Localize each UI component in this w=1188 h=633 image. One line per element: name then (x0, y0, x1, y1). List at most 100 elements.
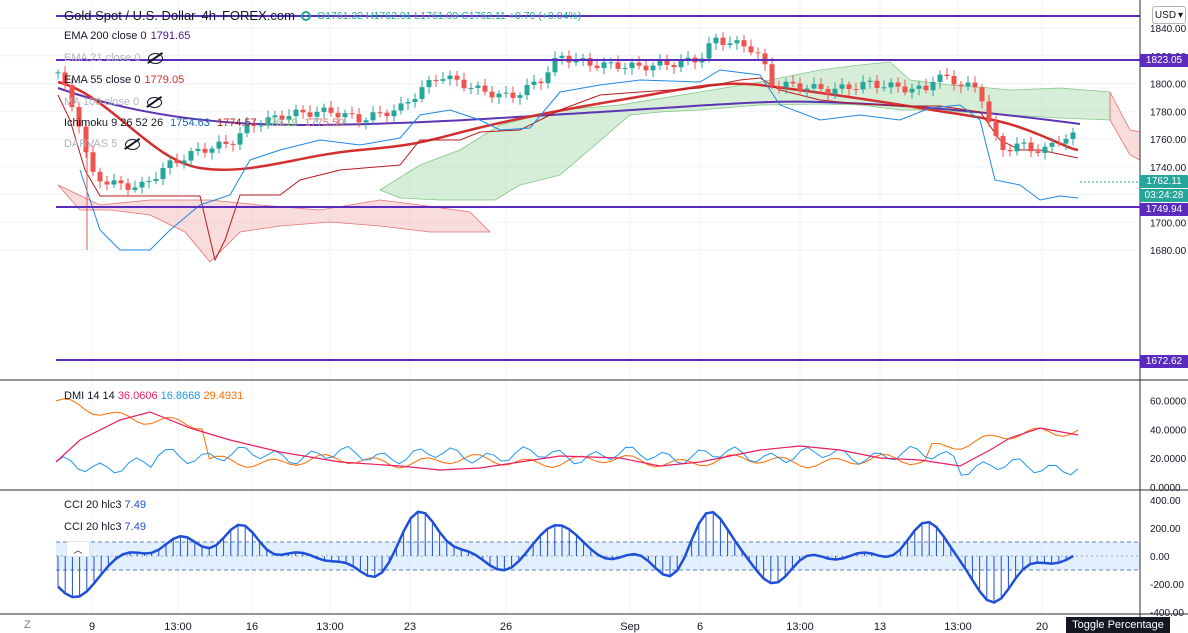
candle (545, 66, 551, 89)
price-tick-label: 1700.00 (1150, 218, 1187, 229)
price-tick-label: 1840.00 (1150, 24, 1187, 35)
candle (76, 103, 82, 134)
candle (300, 105, 306, 119)
current-price-tag: 1762.11 (1140, 175, 1188, 188)
indicator-legend-ema55[interactable]: EMA 55 close 0 1779.05 (64, 74, 185, 86)
dmi-minus-line (55, 398, 1079, 469)
kumo-cloud-bearish (1109, 91, 1141, 161)
candle (1056, 135, 1062, 147)
candle (293, 104, 299, 123)
candle (629, 58, 635, 75)
candle (979, 84, 985, 109)
time-tick-label: 13:00 (786, 621, 814, 633)
candle (475, 81, 481, 95)
symbol-header: Gold Spot / U.S. Dollar 4h FOREX.com O17… (64, 8, 581, 23)
candle (132, 180, 138, 193)
time-tick-label: 13:00 (316, 621, 344, 633)
candle (307, 105, 313, 121)
time-tick-label: 9 (89, 621, 95, 633)
candle (783, 77, 789, 95)
candle (909, 83, 915, 99)
candle (895, 77, 901, 93)
dmi-minus-value: 29.4931 (203, 390, 244, 402)
indicator-legend-ma100[interactable]: MA 100 close 0 (64, 96, 166, 108)
indicator-legend-ema21[interactable]: EMA 21 close 0 (64, 52, 167, 64)
candle (1063, 134, 1069, 151)
candle (349, 106, 355, 119)
dmi-tick-label: 0.0000 (1150, 483, 1181, 494)
candle (83, 120, 89, 158)
candle (972, 76, 978, 93)
candle (902, 79, 908, 96)
ohlc-values: O1761.32 H1762.91 L1761.09 C1762.11 +0.7… (316, 9, 582, 22)
hidden-eye-icon[interactable] (148, 52, 164, 64)
candle (356, 107, 362, 128)
time-tick-label: Sep (620, 621, 640, 633)
dmi-plus-line (55, 445, 1079, 476)
time-tick-label: 26 (500, 621, 512, 633)
candle (167, 156, 173, 175)
cci-legend-1[interactable]: CCI 20 hlc3 7.49 (64, 499, 146, 511)
candle (139, 176, 145, 194)
indicator-legend-ichimoku[interactable]: Ichimoku 9 26 52 26 1754.63 1774.57 176.… (64, 117, 345, 129)
candle (251, 120, 257, 133)
candle (937, 70, 943, 89)
candle (384, 109, 390, 124)
candle (958, 80, 964, 94)
candle (230, 140, 236, 152)
candle (125, 178, 131, 197)
collapse-chevron-icon[interactable]: ︿ (66, 541, 90, 557)
candle (769, 57, 775, 90)
candle (328, 100, 334, 117)
candle (636, 55, 642, 70)
candle (174, 153, 180, 168)
cci-legend-2[interactable]: CCI 20 hlc3 7.49 (64, 521, 146, 533)
candle (1000, 132, 1006, 157)
candle (216, 135, 222, 154)
hidden-eye-icon[interactable] (147, 96, 163, 108)
symbol-name[interactable]: Gold Spot / U.S. Dollar (64, 8, 196, 23)
candle (790, 74, 796, 88)
candle (370, 105, 376, 126)
dmi-legend[interactable]: DMI 14 14 36.0606 16.8668 29.4931 (64, 390, 244, 402)
interval-label[interactable]: 4h (201, 8, 216, 23)
candle (720, 32, 726, 51)
candle (1021, 138, 1027, 151)
candle (559, 51, 565, 65)
market-status-icon (300, 10, 311, 21)
candle (181, 154, 187, 169)
candle (531, 75, 537, 90)
candle (951, 70, 957, 91)
candle (923, 78, 929, 94)
currency-selector[interactable]: USD ▾ (1152, 6, 1186, 24)
candle (104, 175, 110, 191)
candle (391, 104, 397, 122)
candle (286, 109, 292, 123)
candle (622, 62, 628, 75)
candle (454, 71, 460, 87)
zoom-label[interactable]: Z (24, 619, 31, 631)
candle (440, 72, 446, 84)
candle (797, 77, 803, 96)
candle (188, 147, 194, 168)
candle (741, 35, 747, 53)
level-tag-1672: 1672.62 (1140, 355, 1188, 368)
candle (1014, 136, 1020, 156)
cci-tick-label: 0.00 (1150, 552, 1170, 563)
candle (1007, 143, 1013, 157)
time-tick-label: 13:00 (164, 621, 192, 633)
toggle-percentage-button[interactable]: Toggle Percentage (1066, 617, 1170, 633)
cci-tick-label: -200.00 (1150, 580, 1184, 591)
hidden-eye-icon[interactable] (125, 138, 141, 150)
candle (55, 69, 61, 80)
indicator-legend-ema200[interactable]: EMA 200 close 0 1791.65 (64, 30, 191, 42)
candle (839, 77, 845, 94)
candle (272, 111, 278, 124)
candle (398, 96, 404, 115)
candle (930, 76, 936, 97)
candle (587, 52, 593, 72)
indicator-legend-darvas[interactable]: DARVAS 5 (64, 138, 144, 150)
candle (671, 62, 677, 75)
level-tag-1749: 1749.94 (1140, 203, 1188, 216)
